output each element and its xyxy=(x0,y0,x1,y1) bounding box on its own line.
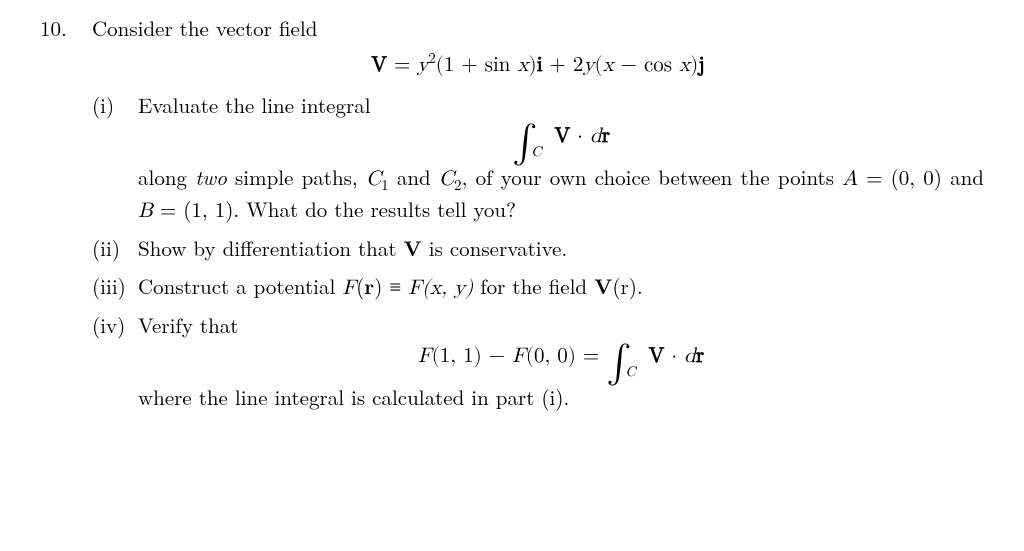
C1: C xyxy=(366,169,381,190)
x2: x xyxy=(603,55,614,76)
and: and xyxy=(389,162,439,192)
vec-j: j xyxy=(698,55,704,76)
part-iv-eq: F(1, 1) − F(0, 0) = ∫C V · dr xyxy=(138,342,984,378)
iii-rp: ) ≡ xyxy=(374,271,408,301)
part-i-integral: ∫C V · dr xyxy=(138,122,984,158)
sq: 2 xyxy=(428,51,435,66)
t2c: simple paths, xyxy=(227,162,366,192)
problem-10: 10. Consider the vector field V = y2(1 +… xyxy=(40,14,984,412)
part-ii: (ii) Show by differentiation that V is c… xyxy=(92,234,984,263)
parts-list: (i) Evaluate the line integral ∫C V · dr… xyxy=(92,91,984,412)
iii-r2: (r) xyxy=(612,271,637,301)
Beq: = (1, 1). What do the results tell you? xyxy=(153,194,516,224)
x1: x xyxy=(517,55,528,76)
part-iv-text2: where the line integral is calculated in… xyxy=(138,383,984,412)
t2a: along xyxy=(138,162,195,192)
lp2: ( xyxy=(594,55,602,76)
int-sub: C xyxy=(531,145,541,159)
iv-dot: · xyxy=(664,346,684,367)
main-equation: V = y2(1 + sin x)i + 2y(x − cos x)j xyxy=(92,49,984,80)
A: A xyxy=(842,169,858,190)
part-iv-body: Verify that F(1, 1) − F(0, 0) = ∫C V · d… xyxy=(138,311,984,412)
part-ii-label: (ii) xyxy=(92,234,138,263)
plus: + 2 xyxy=(543,55,584,76)
iii-V: V xyxy=(594,271,612,301)
iv-r: r xyxy=(696,346,704,367)
part-iv-label: (iv) xyxy=(92,311,138,340)
part-iii-body: Construct a potential F(r) ≡ F(x, y) for… xyxy=(138,272,984,303)
iv-F0: F xyxy=(512,346,526,367)
iv-a1: (1, 1) − xyxy=(432,346,512,367)
problem-body: Consider the vector field V = y2(1 + sin… xyxy=(92,14,984,412)
part-i-text1: Evaluate the line integral xyxy=(138,91,984,120)
C2: C xyxy=(439,169,454,190)
iv-sub: C xyxy=(626,365,636,379)
B: B xyxy=(138,201,153,222)
y2: y xyxy=(583,55,594,76)
page: 10. Consider the vector field V = y2(1 +… xyxy=(0,0,1024,551)
ii-V: V xyxy=(404,233,422,263)
part-ii-body: Show by differentiation that V is conser… xyxy=(138,234,984,263)
int-d: d xyxy=(590,126,602,147)
iii-a: Construct a potential xyxy=(138,271,342,301)
part-i-body: Evaluate the line integral ∫C V · dr alo… xyxy=(138,91,984,227)
iv-d: d xyxy=(684,346,696,367)
vec-V: V xyxy=(371,55,387,76)
iv-a0: (0, 0) = xyxy=(526,346,606,367)
int-dot: · xyxy=(570,126,590,147)
iv-F1: F xyxy=(418,346,432,367)
iii-b: for the field xyxy=(473,271,594,301)
C1sub: 1 xyxy=(381,174,389,195)
int-r: r xyxy=(602,126,610,147)
intro-text: Consider the vector field xyxy=(92,14,984,43)
part-i-label: (i) xyxy=(92,91,138,120)
part-iii: (iii) Construct a potential F(r) ≡ F(x, … xyxy=(92,272,984,303)
rp1: ) xyxy=(529,55,537,76)
minus: − cos xyxy=(614,55,679,76)
iii-r: r xyxy=(364,271,374,301)
Aeq: = (0, 0) and xyxy=(858,162,984,192)
lp1: (1 + sin xyxy=(436,55,518,76)
iii-F2: F xyxy=(408,278,422,299)
var-y: y xyxy=(417,55,428,76)
problem-number: 10. xyxy=(40,14,92,43)
iii-dot: . xyxy=(637,271,643,301)
part-i: (i) Evaluate the line integral ∫C V · dr… xyxy=(92,91,984,227)
part-iv: (iv) Verify that F(1, 1) − F(0, 0) = ∫C … xyxy=(92,311,984,412)
C2sub: 2 xyxy=(454,174,462,195)
part-iv-text1: Verify that xyxy=(138,311,984,340)
ii-b: is conservative. xyxy=(422,233,568,263)
x3: x xyxy=(679,55,690,76)
int-V: V xyxy=(554,126,570,147)
part-iii-label: (iii) xyxy=(92,272,138,301)
iii-xy: (x, y) xyxy=(422,278,473,299)
iii-F: F xyxy=(342,278,356,299)
t2d: , of your own choice between the points xyxy=(462,162,843,192)
eq-sign: = xyxy=(387,55,417,76)
iv-V: V xyxy=(649,346,665,367)
t2b: two xyxy=(195,162,227,192)
ii-a: Show by differentiation that xyxy=(138,233,404,263)
part-i-text2: along two simple paths, C1 and C2, of yo… xyxy=(138,163,984,227)
